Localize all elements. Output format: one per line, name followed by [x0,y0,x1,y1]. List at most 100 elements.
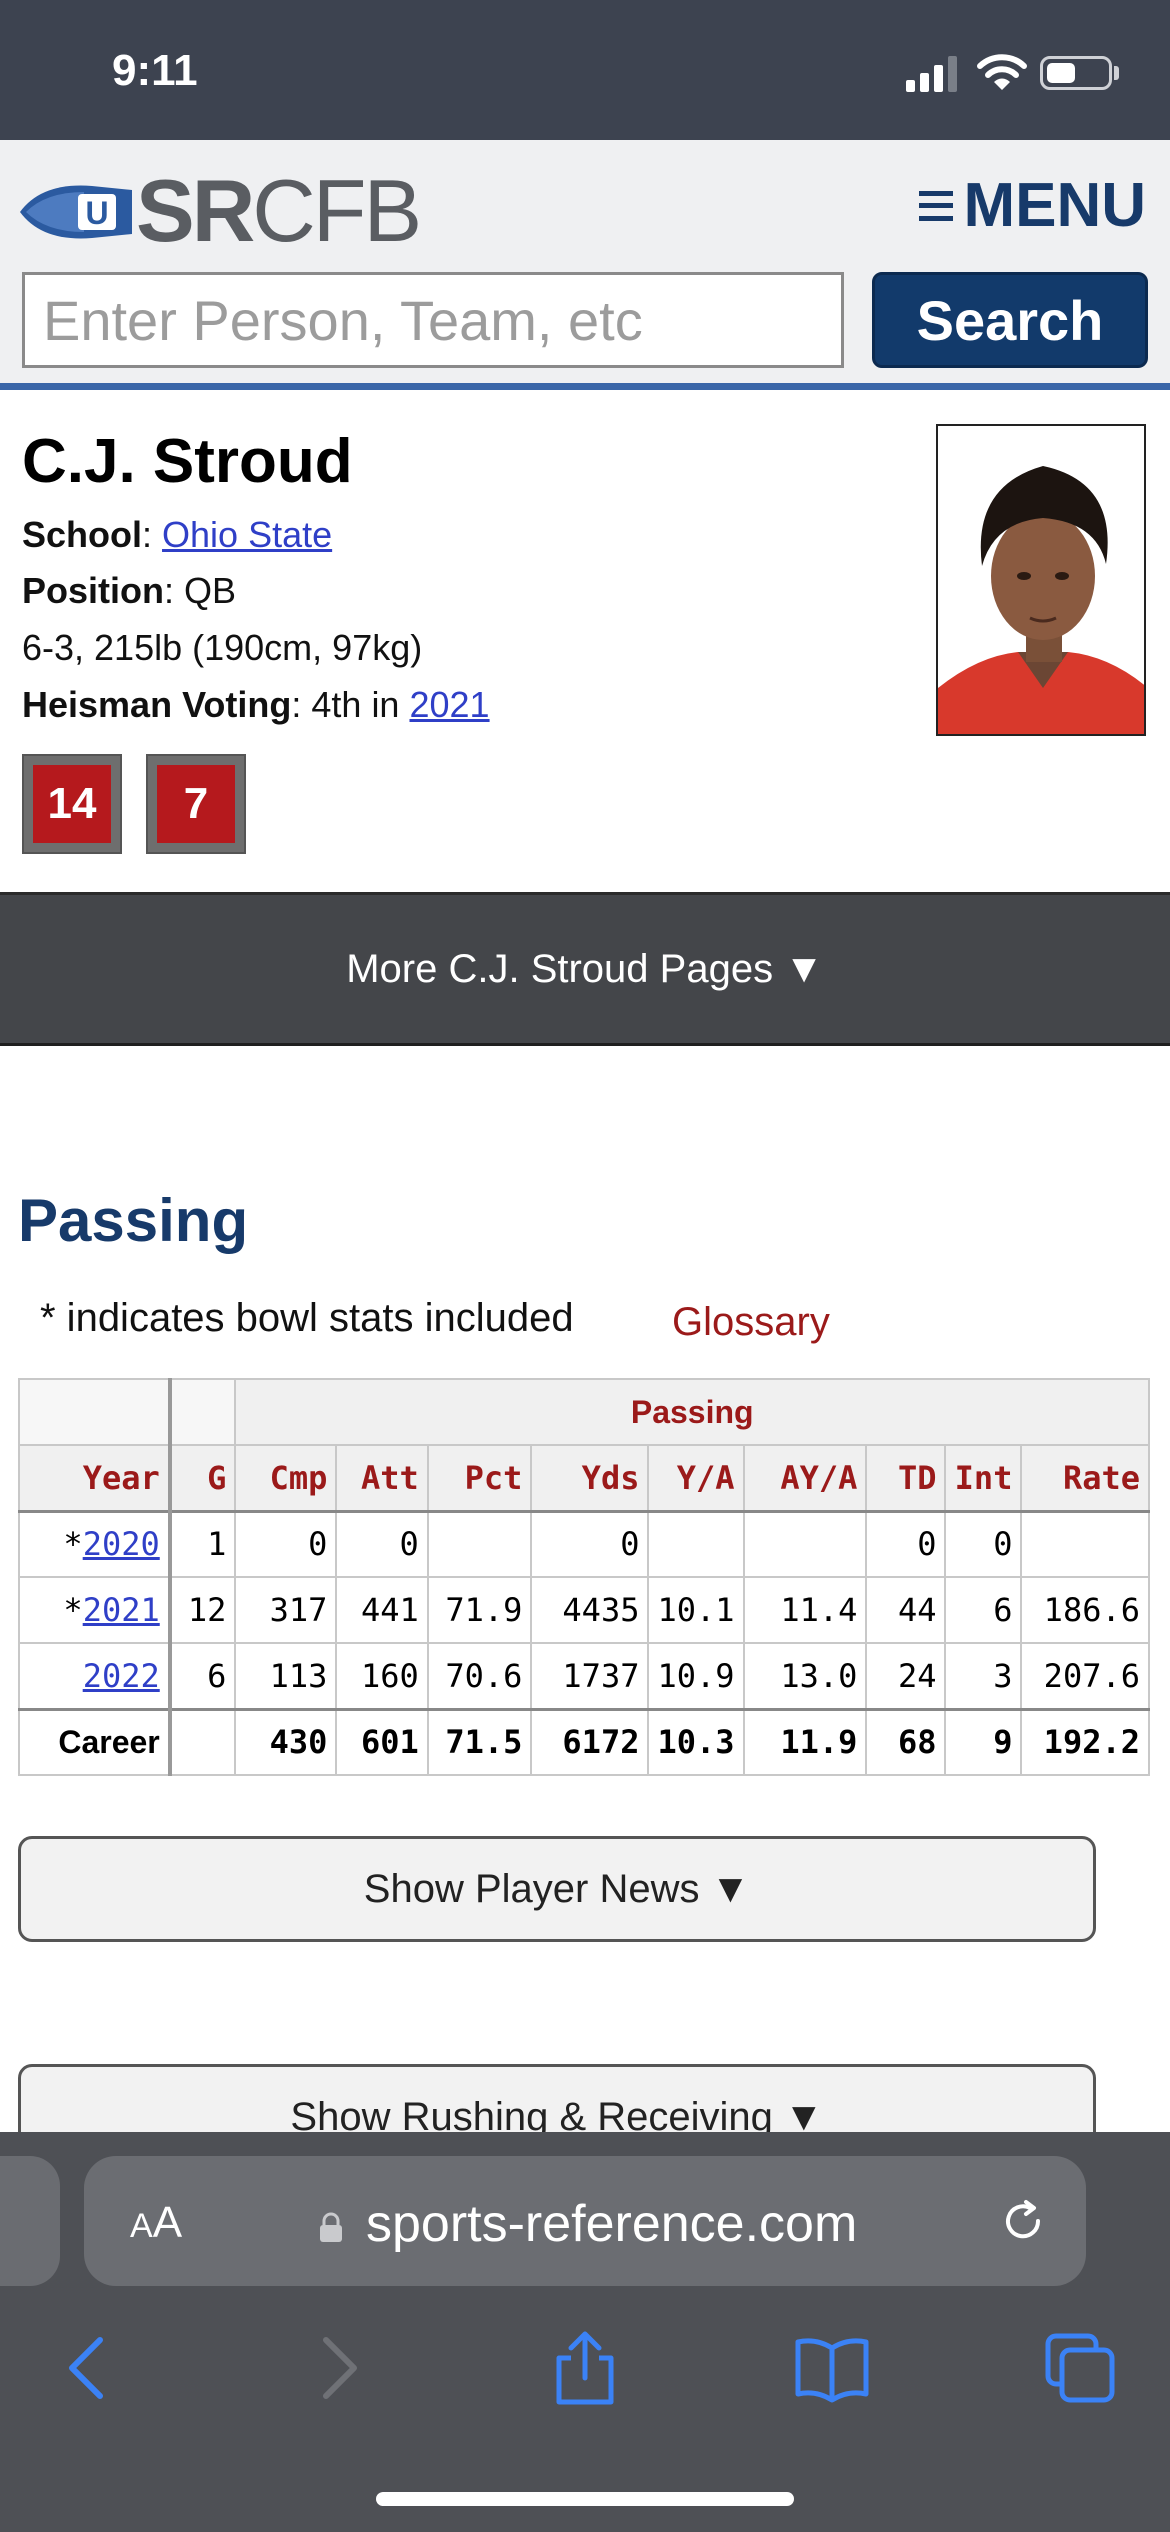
table-row: 2022 6 113 160 70.6 1737 10.9 13.0 24 3 … [18,1642,1150,1710]
stat-cell: 24 [865,1642,947,1710]
stat-cell: 192.2 [1020,1707,1150,1776]
stat-cell: 317 [234,1576,338,1644]
stat-cell: 44 [865,1576,947,1644]
stat-cell: 6 [944,1576,1023,1644]
stat-cell: 10.3 [647,1707,745,1776]
stat-cell: 13.0 [742,1642,868,1710]
stat-cell [1020,1510,1150,1578]
menu-label: MENU [963,171,1146,240]
stat-cell: 4435 [530,1576,650,1644]
column-header[interactable]: Int [944,1444,1023,1513]
column-header[interactable]: Year [18,1444,172,1513]
stat-cell: 3 [944,1642,1023,1710]
heisman-line: Heisman Voting: 4th in 2021 [22,684,490,725]
battery-icon [1040,56,1112,90]
season-link[interactable]: 2020 [82,1525,160,1564]
stat-cell: 160 [335,1642,429,1710]
back-icon[interactable] [48,2328,128,2408]
stat-cell: 0 [335,1510,429,1578]
lock-icon [320,2212,342,2242]
stat-cell: 186.6 [1020,1576,1150,1644]
svg-text:U: U [85,195,108,231]
column-header[interactable]: Yds [530,1444,650,1513]
battery-cap [1114,66,1119,80]
school-line: School: Ohio State [22,514,333,555]
column-header[interactable]: Pct [426,1444,533,1513]
stat-cell: 10.9 [647,1642,745,1710]
menu-button[interactable]: MENU [919,170,1146,241]
logo-wordmark: SRCFB [136,161,422,260]
measurements: 6-3, 215lb (190cm, 97kg) [22,627,423,668]
stat-cell: 12 [168,1576,237,1644]
status-bar: 9:11 [0,0,1170,140]
bookmarks-icon[interactable] [792,2328,872,2408]
more-pages-dropdown[interactable]: More C.J. Stroud Pages ▼ [0,892,1170,1046]
stat-cell: 71.5 [426,1707,533,1776]
share-icon[interactable] [545,2328,625,2408]
stat-cell [742,1510,868,1578]
passing-stats-table: Passing Year G Cmp Att Pct Yds Y/A AY/A … [18,1378,1150,1776]
stat-cell: 207.6 [1020,1642,1150,1710]
column-header[interactable]: TD [865,1444,947,1513]
jersey-number-badge: 14 [22,754,122,854]
stat-cell: 0 [530,1510,650,1578]
previous-tab-peek[interactable] [0,2156,60,2286]
stat-cell: 1 [168,1510,237,1578]
srcfb-logo[interactable]: U SRCFB [20,166,422,256]
table-row: *2021 12 317 441 71.9 4435 10.1 11.4 44 … [18,1576,1150,1644]
table-header-row: Year G Cmp Att Pct Yds Y/A AY/A TD Int R… [18,1444,1150,1513]
cellular-signal-icon [906,56,958,92]
position-line: Position: QB [22,570,237,611]
stat-cell [426,1510,533,1578]
player-name: C.J. Stroud [22,427,353,496]
column-header[interactable]: Y/A [647,1444,745,1513]
column-header[interactable]: AY/A [742,1444,868,1513]
stat-cell: 70.6 [426,1642,533,1710]
section-title: Passing [18,1187,249,1254]
column-header[interactable]: G [168,1444,237,1513]
school-link[interactable]: Ohio State [162,514,333,555]
address-bar[interactable]: AA sports-reference.com [84,2156,1086,2286]
stat-cell: 6 [168,1642,237,1710]
show-player-news-button[interactable]: Show Player News ▼ [18,1836,1096,1942]
stat-cell: 9 [944,1707,1023,1776]
stat-cell: 10.1 [647,1576,745,1644]
stat-cell: 11.9 [742,1707,868,1776]
hamburger-icon [919,190,954,221]
stat-cell: 441 [335,1576,429,1644]
stat-cell: 430 [234,1707,338,1776]
reload-icon[interactable] [998,2196,1048,2246]
reader-settings-button[interactable]: AA [130,2198,183,2247]
stat-cell: 11.4 [742,1576,868,1644]
column-header[interactable]: Cmp [234,1444,338,1513]
stat-cell: 1737 [530,1642,650,1710]
stat-cell: 0 [865,1510,947,1578]
career-label: Career [18,1707,172,1776]
stat-cell: 601 [335,1707,429,1776]
player-headshot-image [938,426,1144,734]
stat-cell: 68 [865,1707,947,1776]
status-time: 9:11 [112,46,198,95]
search-button[interactable]: Search [872,272,1148,368]
forward-icon[interactable] [298,2328,378,2408]
column-header[interactable]: Att [335,1444,429,1513]
heisman-year-link[interactable]: 2021 [409,684,490,725]
table-group-header: Passing [18,1378,1150,1446]
site-header: U SRCFB MENU Search [0,140,1170,390]
url-text: sports-reference.com [366,2195,858,2253]
bowl-stats-note: * indicates bowl stats included [40,1296,574,1340]
home-indicator[interactable] [376,2492,794,2506]
column-header[interactable]: Rate [1020,1444,1150,1513]
search-input[interactable] [22,272,844,368]
glossary-link[interactable]: Glossary [672,1300,830,1344]
season-link[interactable]: 2021 [82,1591,160,1629]
tabs-icon[interactable] [1040,2328,1120,2408]
player-photo [936,424,1146,736]
football-logo-icon: U [20,185,132,239]
stat-cell [647,1510,745,1578]
browser-toolbar: AA sports-reference.com [0,2132,1170,2532]
season-link[interactable]: 2022 [82,1656,160,1695]
group-header-passing: Passing [234,1378,1150,1446]
stat-cell: 71.9 [426,1576,533,1644]
wifi-icon [977,54,1027,90]
